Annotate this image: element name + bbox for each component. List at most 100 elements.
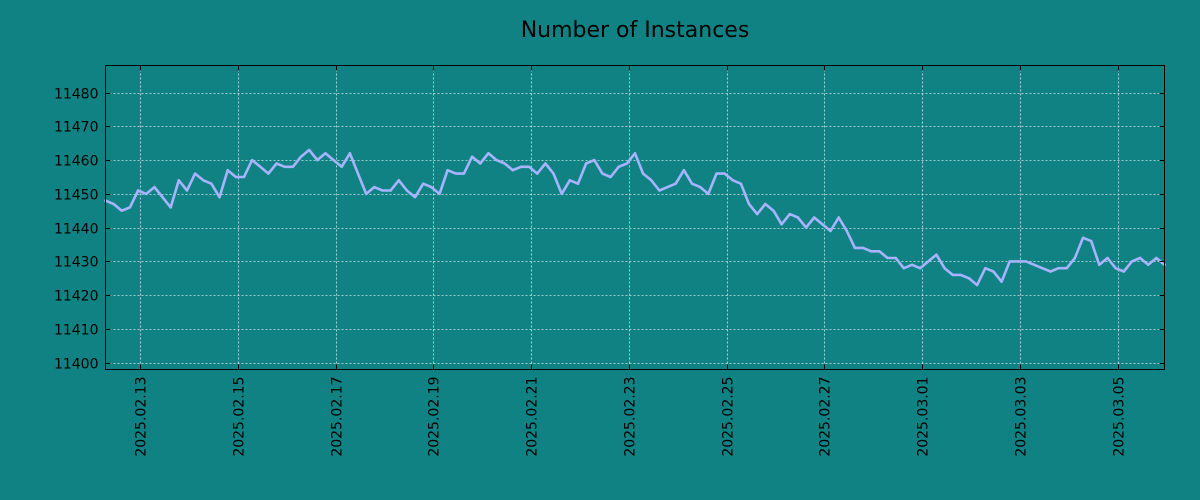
x-tick-label: 2025.02.25	[721, 377, 737, 457]
x-tick-label: 2025.02.17	[330, 377, 346, 457]
data-point	[389, 189, 392, 192]
data-point	[902, 267, 905, 270]
data-point	[837, 216, 840, 219]
data-point	[1008, 260, 1011, 263]
data-point	[625, 162, 629, 165]
data-point	[267, 172, 270, 175]
data-point	[1147, 263, 1150, 266]
data-point	[527, 165, 531, 168]
x-tick-label: 2025.03.01	[916, 377, 932, 457]
data-point	[299, 155, 303, 158]
data-point	[707, 192, 710, 196]
data-point	[870, 250, 873, 253]
data-point	[967, 277, 971, 280]
data-point	[650, 179, 653, 182]
data-point	[845, 229, 848, 233]
data-point	[593, 158, 596, 162]
data-point	[1000, 280, 1003, 283]
y-axis-ticks: 11400 11410 11420 11430 11440 11450 11460 11470…	[54, 87, 1165, 373]
data-point	[1122, 270, 1126, 273]
data-point	[804, 226, 808, 229]
data-point	[739, 182, 743, 185]
y-tick-label: 11460	[54, 154, 99, 170]
data-point	[1073, 256, 1077, 260]
data-point	[821, 223, 824, 226]
data-point	[584, 162, 588, 165]
data-point	[365, 192, 368, 196]
data-point	[511, 169, 514, 172]
data-point	[918, 267, 922, 270]
data-point	[422, 182, 425, 185]
data-point	[796, 216, 800, 219]
y-tick-label: 11470	[54, 120, 99, 136]
data-point	[544, 162, 547, 165]
data-point	[193, 172, 197, 175]
data-point	[576, 182, 580, 185]
data-point	[609, 175, 612, 179]
data-point	[308, 148, 311, 152]
data-point	[764, 202, 767, 206]
data-point	[992, 270, 995, 273]
data-point	[813, 216, 816, 219]
data-point	[169, 206, 172, 209]
data-point	[479, 162, 482, 165]
data-point	[495, 158, 498, 162]
data-point	[218, 196, 221, 199]
x-tick-label: 2025.02.23	[623, 377, 639, 457]
data-point	[674, 182, 677, 185]
data-point	[861, 246, 865, 250]
data-point	[601, 172, 604, 175]
data-point	[780, 223, 783, 226]
series-layer	[104, 148, 1166, 287]
data-point	[715, 172, 718, 175]
data-point	[943, 267, 946, 270]
y-tick-label: 11440	[54, 222, 99, 238]
x-axis-ticks: 2025.02.13 2025.02.15 2025.02.17 2025.02.19…	[134, 65, 1128, 457]
data-point	[487, 152, 490, 155]
data-point	[886, 256, 889, 260]
data-point	[1065, 267, 1068, 270]
data-point	[641, 172, 645, 175]
data-point	[1138, 256, 1142, 260]
data-point	[951, 273, 954, 277]
data-point	[756, 212, 759, 216]
data-point	[283, 165, 286, 168]
data-point	[959, 273, 962, 277]
data-point	[617, 165, 620, 168]
data-point	[373, 185, 376, 189]
data-point	[894, 256, 897, 260]
data-point	[291, 165, 295, 168]
data-point	[536, 172, 539, 175]
y-tick-label: 11450	[54, 188, 99, 204]
x-tick-label: 2025.02.27	[818, 377, 834, 457]
data-point	[161, 196, 164, 199]
data-point	[1155, 256, 1158, 260]
y-tick-label: 11430	[54, 255, 99, 271]
data-point	[454, 172, 457, 175]
data-point	[226, 169, 229, 172]
data-point	[316, 158, 319, 162]
data-point	[503, 162, 506, 165]
x-tick-label: 2025.02.19	[427, 377, 443, 457]
data-point	[1106, 256, 1109, 260]
data-point	[723, 172, 726, 175]
data-point	[1016, 260, 1020, 263]
data-point	[1081, 236, 1085, 239]
data-point	[348, 152, 352, 155]
data-point	[177, 179, 180, 182]
data-point	[1024, 260, 1028, 263]
data-point	[1057, 267, 1060, 270]
data-point	[772, 209, 775, 212]
data-point	[878, 250, 881, 253]
data-point	[731, 179, 734, 182]
data-point	[324, 152, 327, 155]
y-tick-label: 11410	[54, 323, 99, 339]
data-point	[446, 169, 449, 172]
grid-lines	[105, 65, 1165, 370]
data-point	[462, 172, 466, 175]
y-tick-label: 11480	[54, 87, 99, 103]
data-point	[568, 179, 571, 182]
data-point	[666, 185, 669, 189]
data-point	[560, 192, 563, 196]
